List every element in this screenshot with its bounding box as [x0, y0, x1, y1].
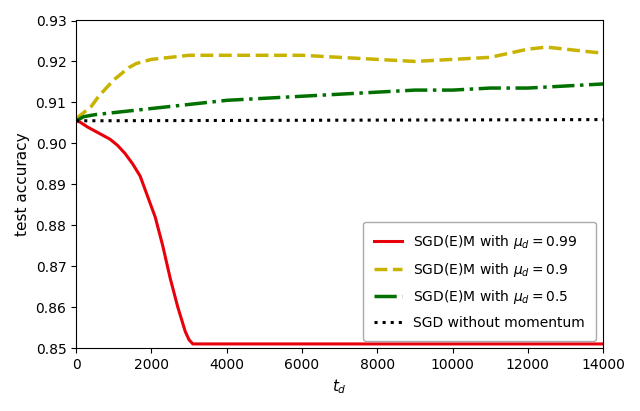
- SGD(E)M with $\mu_d = 0.5$: [185, 102, 193, 107]
- SGD(E)M with $\mu_d = 0.9$: [561, 47, 569, 52]
- SGD(E)M with $\mu_d = 0.99$: [336, 342, 344, 346]
- SGD(E)M with $\mu_d = 0.99$: [72, 118, 80, 123]
- SGD(E)M with $\mu_d = 0.99$: [411, 342, 419, 346]
- SGD(E)M with $\mu_d = 0.99$: [223, 342, 230, 346]
- SGD(E)M with $\mu_d = 0.9$: [95, 94, 102, 99]
- SGD(E)M with $\mu_d = 0.5$: [91, 112, 99, 117]
- SGD(E)M with $\mu_d = 0.99$: [298, 342, 306, 346]
- SGD(E)M with $\mu_d = 0.5$: [486, 85, 494, 90]
- SGD(E)M with $\mu_d = 0.99$: [114, 143, 122, 148]
- SGD(E)M with $\mu_d = 0.5$: [148, 106, 156, 111]
- SGD(E)M with $\mu_d = 0.99$: [91, 129, 99, 134]
- SGD(E)M with $\mu_d = 0.99$: [151, 215, 159, 219]
- Line: SGD(E)M with $\mu_d = 0.9$: SGD(E)M with $\mu_d = 0.9$: [76, 47, 603, 119]
- SGD(E)M with $\mu_d = 0.5$: [373, 90, 381, 95]
- Line: SGD(E)M with $\mu_d = 0.5$: SGD(E)M with $\mu_d = 0.5$: [76, 84, 603, 121]
- SGD(E)M with $\mu_d = 0.5$: [599, 81, 607, 86]
- SGD(E)M with $\mu_d = 0.99$: [524, 342, 532, 346]
- SGD(E)M with $\mu_d = 0.9$: [72, 116, 80, 121]
- SGD(E)M with $\mu_d = 0.9$: [524, 47, 532, 52]
- SGD(E)M with $\mu_d = 0.9$: [118, 71, 125, 76]
- SGD(E)M with $\mu_d = 0.99$: [449, 342, 456, 346]
- SGD(E)M with $\mu_d = 0.9$: [102, 85, 110, 90]
- SGD(E)M with $\mu_d = 0.9$: [449, 57, 456, 62]
- SGD(E)M with $\mu_d = 0.5$: [561, 83, 569, 88]
- SGD(E)M with $\mu_d = 0.9$: [298, 53, 306, 58]
- SGD(E)M with $\mu_d = 0.9$: [204, 53, 212, 58]
- SGD(E)M with $\mu_d = 0.5$: [298, 94, 306, 99]
- SGD(E)M with $\mu_d = 0.9$: [80, 110, 88, 115]
- SGD(E)M with $\mu_d = 0.99$: [129, 162, 136, 166]
- SGD(E)M with $\mu_d = 0.99$: [561, 342, 569, 346]
- SGD(E)M with $\mu_d = 0.99$: [373, 342, 381, 346]
- SGD(E)M with $\mu_d = 0.9$: [543, 45, 550, 50]
- SGD(E)M with $\mu_d = 0.5$: [129, 108, 136, 113]
- SGD(E)M with $\mu_d = 0.99$: [136, 173, 144, 178]
- SGD(E)M with $\mu_d = 0.5$: [336, 92, 344, 97]
- SGD(E)M with $\mu_d = 0.99$: [106, 137, 114, 142]
- SGD(E)M with $\mu_d = 0.9$: [88, 104, 95, 109]
- SGD(E)M with $\mu_d = 0.99$: [159, 243, 166, 248]
- SGD(E)M with $\mu_d = 0.9$: [125, 65, 132, 70]
- SGD(E)M with $\mu_d = 0.5$: [411, 88, 419, 92]
- SGD(E)M with $\mu_d = 0.99$: [121, 151, 129, 156]
- SGD(E)M with $\mu_d = 0.5$: [110, 110, 118, 115]
- SGD(E)M with $\mu_d = 0.99$: [174, 305, 182, 309]
- Y-axis label: test accuracy: test accuracy: [15, 132, 30, 236]
- SGD(E)M with $\mu_d = 0.5$: [80, 114, 88, 119]
- SGD(E)M with $\mu_d = 0.5$: [524, 85, 532, 90]
- SGD(E)M with $\mu_d = 0.99$: [84, 125, 92, 129]
- SGD(E)M with $\mu_d = 0.99$: [189, 342, 196, 346]
- SGD(E)M with $\mu_d = 0.9$: [185, 53, 193, 58]
- Legend: SGD(E)M with $\mu_d = 0.99$, SGD(E)M with $\mu_d = 0.9$, SGD(E)M with $\mu_d = 0: SGD(E)M with $\mu_d = 0.99$, SGD(E)M wit…: [364, 222, 596, 341]
- SGD(E)M with $\mu_d = 0.5$: [223, 98, 230, 103]
- SGD(E)M with $\mu_d = 0.9$: [166, 55, 174, 60]
- SGD(E)M with $\mu_d = 0.9$: [373, 57, 381, 62]
- SGD(E)M with $\mu_d = 0.99$: [182, 329, 189, 334]
- SGD(E)M with $\mu_d = 0.99$: [193, 342, 200, 346]
- SGD(E)M with $\mu_d = 0.5$: [166, 104, 174, 109]
- SGD(E)M with $\mu_d = 0.9$: [223, 53, 230, 58]
- SGD(E)M with $\mu_d = 0.9$: [336, 55, 344, 60]
- SGD(E)M with $\mu_d = 0.99$: [99, 133, 106, 138]
- SGD(E)M with $\mu_d = 0.99$: [144, 194, 152, 199]
- SGD(E)M with $\mu_d = 0.9$: [599, 51, 607, 56]
- SGD(E)M with $\mu_d = 0.5$: [72, 118, 80, 123]
- SGD(E)M with $\mu_d = 0.5$: [449, 88, 456, 92]
- X-axis label: $t_d$: $t_d$: [332, 377, 347, 396]
- SGD(E)M with $\mu_d = 0.9$: [110, 77, 118, 82]
- SGD(E)M with $\mu_d = 0.9$: [148, 57, 156, 62]
- SGD(E)M with $\mu_d = 0.9$: [411, 59, 419, 64]
- SGD(E)M with $\mu_d = 0.99$: [486, 342, 494, 346]
- SGD(E)M with $\mu_d = 0.99$: [76, 120, 84, 125]
- SGD(E)M with $\mu_d = 0.99$: [185, 337, 193, 342]
- SGD(E)M with $\mu_d = 0.99$: [260, 342, 268, 346]
- Line: SGD(E)M with $\mu_d = 0.99$: SGD(E)M with $\mu_d = 0.99$: [76, 121, 603, 344]
- SGD(E)M with $\mu_d = 0.9$: [486, 55, 494, 60]
- SGD(E)M with $\mu_d = 0.99$: [599, 342, 607, 346]
- SGD(E)M with $\mu_d = 0.9$: [140, 59, 148, 64]
- SGD(E)M with $\mu_d = 0.9$: [260, 53, 268, 58]
- SGD(E)M with $\mu_d = 0.9$: [132, 61, 140, 66]
- SGD(E)M with $\mu_d = 0.99$: [166, 276, 174, 281]
- SGD(E)M with $\mu_d = 0.5$: [260, 96, 268, 101]
